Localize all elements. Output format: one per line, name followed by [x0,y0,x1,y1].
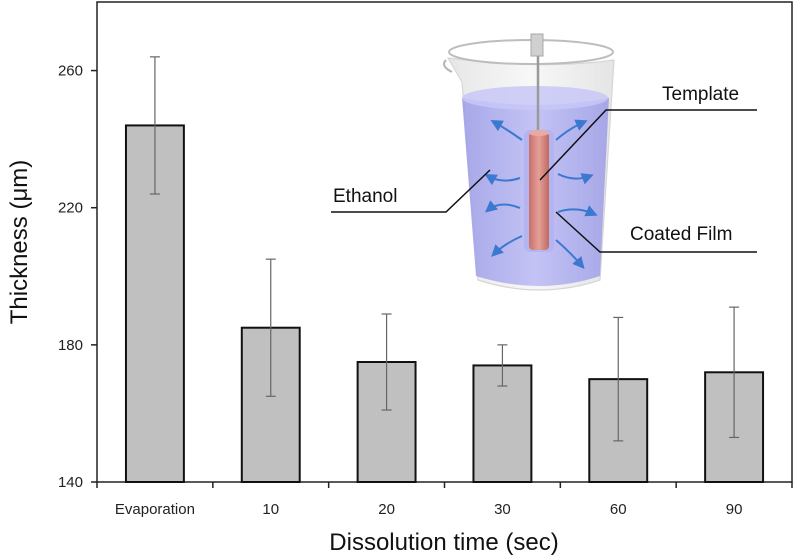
needle-hub [530,33,544,57]
x-tick-label: 30 [494,501,511,518]
y-tick-label: 180 [58,337,83,354]
x-axis: Evaporation 10 20 30 60 90 [96,482,793,518]
beaker-illustration: Template Ethanol Coated Film [331,33,757,291]
liquid-surface [462,86,608,110]
error-bars [149,56,740,442]
ethanol-label: Ethanol [333,186,397,207]
x-tick-label: Evaporation [115,501,195,518]
coated-film-leader [555,211,757,253]
x-tick-label: 90 [726,501,743,518]
x-tick-label: 60 [610,501,627,518]
y-tick-label: 140 [58,474,83,491]
y-axis: 140 180 220 260 [58,63,97,491]
x-axis-title: Dissolution time (sec) [329,529,558,556]
template-leader [539,109,757,181]
y-tick-label: 220 [58,200,83,217]
x-tick-label: 10 [262,501,279,518]
coated-film-label: Coated Film [630,224,732,245]
ethanol-leader [331,169,491,213]
y-tick-label: 260 [58,63,83,80]
template-top [529,130,549,136]
bar-series [124,124,765,484]
x-tick-label: 20 [378,501,395,518]
diffusion-arrows [484,119,598,270]
beaker-spout [443,59,453,73]
template-rod [529,132,549,250]
y-axis-title: Thickness (μm) [6,160,33,325]
template-label: Template [662,84,739,105]
